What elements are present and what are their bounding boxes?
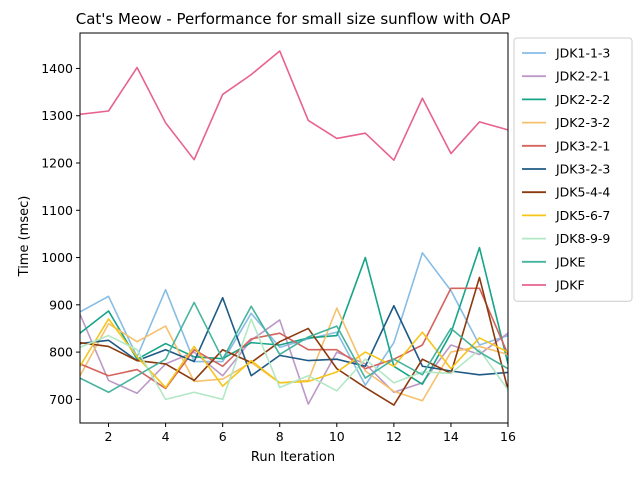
x-tick-label: 12 — [386, 429, 402, 444]
series-line-jdk5-4-4 — [80, 276, 508, 406]
y-tick-label: 800 — [49, 345, 73, 360]
legend-label: JDKF — [555, 278, 585, 293]
y-tick-label: 900 — [49, 297, 73, 312]
x-tick-label: 2 — [105, 429, 113, 444]
y-tick-label: 700 — [49, 392, 73, 407]
x-tick-label: 8 — [276, 429, 284, 444]
y-axis: 700 800 900 1000 1100 1200 1300 1400 — [41, 61, 80, 407]
legend-label: JDK3-2-3 — [555, 162, 610, 177]
series-line-jdk8-9-9 — [80, 318, 508, 401]
chart-title: Cat's Meow - Performance for small size … — [76, 10, 511, 28]
legend-label: JDK8-9-9 — [555, 231, 610, 246]
x-tick-label: 14 — [443, 429, 459, 444]
legend-label: JDK2-3-2 — [555, 115, 610, 130]
y-tick-label: 1300 — [41, 108, 73, 123]
x-tick-label: 16 — [500, 429, 516, 444]
legend-label: JDK1-1-3 — [555, 46, 610, 61]
series-line-jdk3-2-1 — [80, 287, 508, 390]
legend-label: JDK2-2-1 — [555, 69, 610, 84]
y-tick-label: 1200 — [41, 156, 73, 171]
legend-box — [513, 37, 633, 302]
plot-area: 2 4 6 8 10 12 14 16 700 800 900 1000 1100 1200 1300 14… — [41, 32, 516, 444]
legend-label: JDK5-6-7 — [555, 208, 610, 223]
series-line-jdke — [80, 301, 508, 394]
plot-frame — [79, 32, 509, 424]
x-axis-label: Run Iteration — [251, 450, 335, 465]
legend: JDK1-1-3 JDK2-2-1 JDK2-2-2 JDK2-3-2 JDK3-2-1… — [513, 37, 633, 302]
legend-label: JDK2-2-2 — [555, 92, 610, 107]
legend-label: JDK5-4-4 — [555, 185, 610, 200]
y-tick-label: 1100 — [41, 203, 73, 218]
series-line-jdk1-1-3 — [80, 252, 508, 386]
legend-label: JDKE — [555, 254, 586, 269]
series-line-jdk3-2-3 — [80, 296, 508, 377]
series-layer — [80, 50, 508, 406]
y-tick-label: 1000 — [41, 250, 73, 265]
legend-label: JDK3-2-1 — [555, 138, 610, 153]
y-tick-label: 1400 — [41, 61, 73, 76]
x-tick-label: 6 — [219, 429, 227, 444]
x-axis: 2 4 6 8 10 12 14 16 — [105, 423, 516, 444]
x-tick-label: 10 — [329, 429, 345, 444]
x-tick-label: 4 — [162, 429, 170, 444]
series-line-jdkf — [80, 50, 508, 161]
y-axis-label: Time (msec) — [17, 196, 32, 278]
